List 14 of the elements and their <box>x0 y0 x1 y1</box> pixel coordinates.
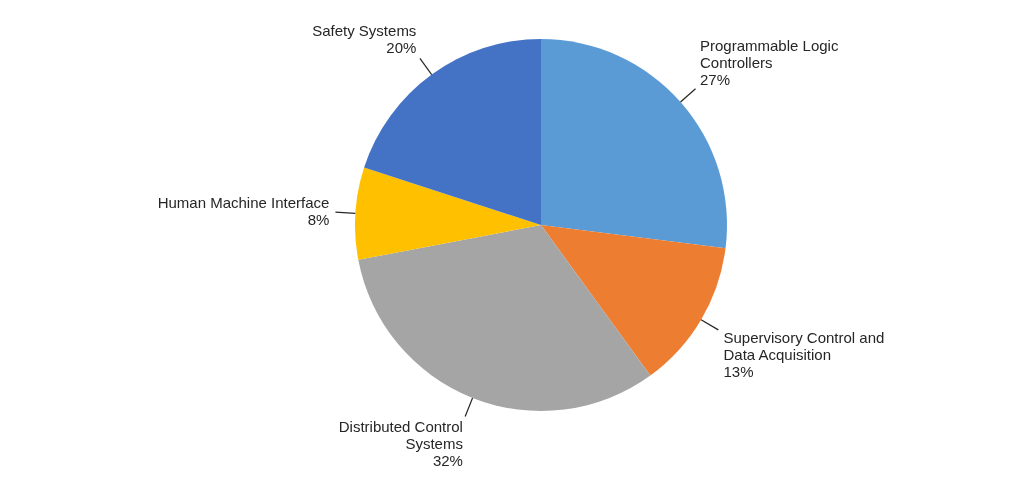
slice-label: Safety Systems <box>312 22 417 40</box>
slice-label: Human Machine Interface <box>157 194 330 212</box>
pie-slice <box>355 167 541 260</box>
slice-label: Distributed Control Systems <box>338 418 463 453</box>
slice-label: Supervisory Control and Data Acquisition <box>723 329 885 364</box>
data-label: 20% <box>386 39 417 57</box>
pie-slice <box>358 225 651 411</box>
data-label: 13% <box>723 363 754 381</box>
data-label: 32% <box>432 452 463 470</box>
pie-slice <box>364 39 541 225</box>
slice-label: Programmable Logic Controllers <box>700 36 839 71</box>
pie-slice <box>541 225 726 376</box>
data-label: 8% <box>307 211 330 229</box>
data-label: 27% <box>700 70 731 88</box>
